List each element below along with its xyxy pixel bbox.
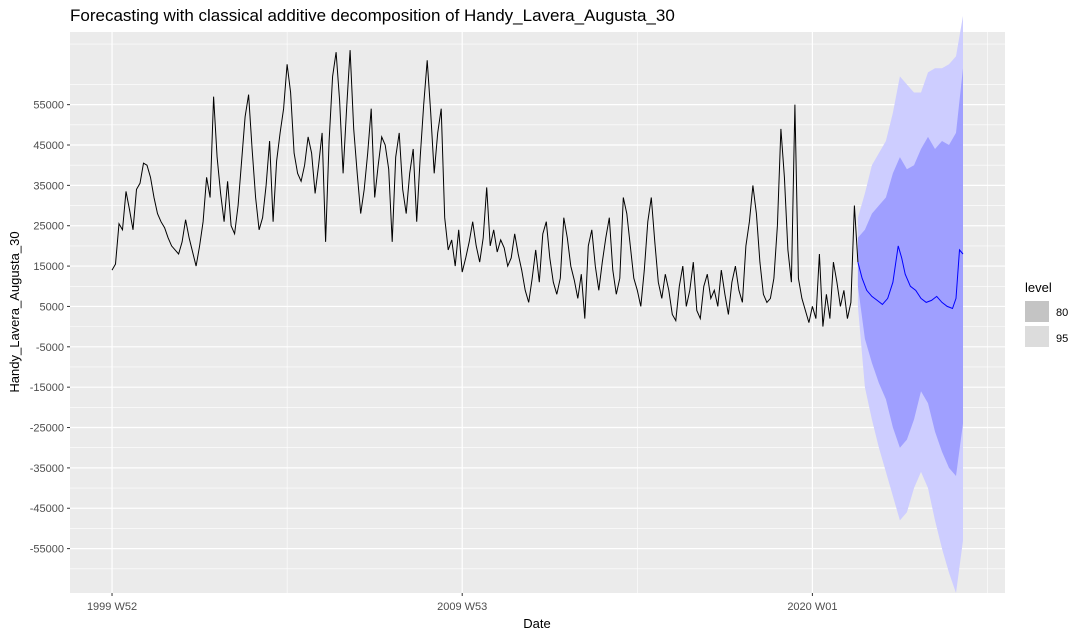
- y-tick-label: 15000: [33, 261, 64, 273]
- y-tick-label: -45000: [30, 503, 64, 515]
- x-tick-label: 2020 W01: [787, 601, 837, 613]
- forecast-line: [857, 245, 964, 310]
- legend-label-80: 80: [1056, 307, 1068, 319]
- legend-swatch-95: [1025, 326, 1049, 347]
- legend-swatch-80: [1025, 301, 1049, 322]
- y-tick-label: 45000: [33, 140, 64, 152]
- history-line: [111, 50, 859, 327]
- legend-title: level: [1025, 280, 1052, 295]
- y-axis-title: Handy_Lavera_Augusta_30: [7, 231, 22, 392]
- x-tick-label: 1999 W52: [87, 601, 137, 613]
- y-tick-label: 25000: [33, 221, 64, 233]
- y-tick-label: -15000: [30, 382, 64, 394]
- y-tick-label: 55000: [33, 100, 64, 112]
- history-series: [111, 50, 859, 327]
- y-tick-label: 5000: [40, 301, 64, 313]
- y-tick-label: -35000: [30, 463, 64, 475]
- y-tick-label: -55000: [30, 544, 64, 556]
- interval-80-band: [857, 68, 963, 477]
- forecast-series: [857, 245, 964, 310]
- legend-label-95: 95: [1056, 333, 1068, 345]
- y-tick-label: 35000: [33, 180, 64, 192]
- x-tick-label: 2009 W53: [437, 601, 487, 613]
- y-axis: -55000 -45000 -35000 -25000 -15000 -5000 5000 1…: [30, 100, 70, 556]
- y-tick-label: -25000: [30, 423, 64, 435]
- interval-80-area: [857, 68, 963, 477]
- y-tick-label: -5000: [36, 342, 64, 354]
- chart-title: Forecasting with classical additive deco…: [70, 6, 675, 25]
- x-axis-title: Date: [523, 616, 550, 631]
- x-axis: 1999 W52 2009 W53 2020 W01: [87, 593, 837, 613]
- legend: level 80 95: [1025, 280, 1068, 347]
